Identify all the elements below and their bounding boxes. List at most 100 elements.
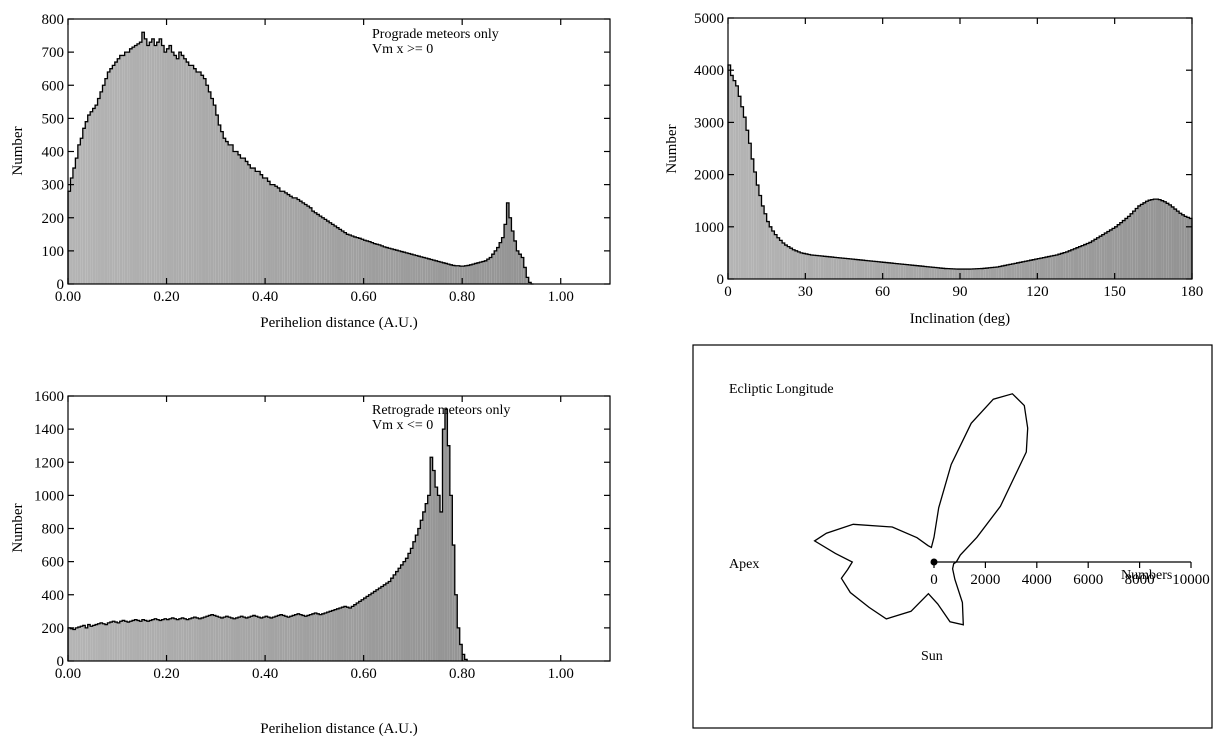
inclination-bar — [862, 260, 865, 279]
retrograde-bar — [193, 617, 197, 661]
prograde-bar — [351, 235, 354, 284]
prograde-bar — [513, 240, 517, 284]
retrograde-bar — [146, 621, 150, 661]
retrograde-bar — [114, 622, 118, 661]
inclination-x-tick-label: 120 — [1026, 284, 1049, 300]
retrograde-bar — [422, 511, 426, 661]
inclination-bar — [769, 226, 772, 279]
prograde-bar — [198, 72, 202, 284]
retrograde-bar — [361, 599, 364, 661]
prograde-bar — [368, 241, 372, 284]
prograde-bar — [425, 258, 428, 284]
prograde-bar — [321, 217, 325, 284]
inclination-bar — [795, 250, 798, 279]
retrograde-bar — [188, 618, 192, 661]
prograde-bar — [127, 52, 130, 285]
inclination-bar — [1106, 231, 1110, 279]
prograde-bar — [378, 244, 381, 284]
prograde-bar — [109, 68, 113, 284]
inclination-bar — [887, 262, 891, 279]
retrograde-bar — [356, 603, 359, 661]
prograde-bar — [164, 52, 167, 285]
retrograde-bars — [68, 409, 468, 662]
inclination-bar — [962, 269, 966, 279]
inclination-axes: 0 30 60 90 120 150 180 0 1000 2000 3000 4000 5000 — [694, 11, 1203, 300]
retrograde-bar — [321, 613, 325, 661]
prograde-bar — [70, 178, 73, 284]
retrograde-y-label: Number — [10, 503, 26, 552]
retrograde-bar — [171, 617, 174, 661]
inclination-bar — [970, 268, 973, 279]
prograde-bar — [336, 227, 339, 284]
inclination-bar — [815, 255, 819, 279]
prograde-bar — [144, 38, 147, 285]
inclination-y-tick-label: 1000 — [694, 220, 724, 236]
prograde-bar — [479, 262, 482, 284]
prograde-bar — [196, 72, 199, 284]
retrograde-bar — [306, 615, 310, 661]
prograde-bar — [294, 197, 298, 285]
retrograde-bar — [368, 594, 372, 661]
retrograde-bar — [112, 621, 115, 661]
retrograde-bar — [136, 620, 140, 661]
prograde-bars — [68, 32, 532, 285]
retrograde-bar — [287, 617, 290, 661]
inclination-bar — [947, 268, 950, 279]
retrograde-bar — [316, 613, 320, 661]
prograde-bar — [265, 178, 268, 284]
inclination-bar — [787, 246, 790, 279]
inclination-bar — [733, 80, 736, 279]
panel-ecliptic: Ecliptic Longitude Apex Sun Numbers 0 200… — [692, 344, 1213, 729]
prograde-bar — [146, 45, 150, 284]
retrograde-bar — [68, 627, 71, 662]
prograde-bar — [383, 246, 386, 284]
prograde-bar — [230, 144, 234, 285]
retrograde-bar — [447, 445, 450, 661]
inclination-bar — [1094, 239, 1097, 279]
retrograde-bar — [363, 598, 367, 661]
prograde-bar — [499, 242, 502, 284]
inclination-bar — [1088, 242, 1092, 279]
prograde-bar — [474, 263, 477, 284]
ecliptic-axis-tick-label: 2000 — [970, 572, 1000, 588]
prograde-bar — [292, 197, 295, 285]
inclination-bar — [954, 268, 958, 279]
inclination-bar — [1032, 259, 1035, 279]
inclination-bar — [825, 256, 829, 279]
prograde-bar — [141, 32, 145, 284]
retrograde-bar — [208, 615, 211, 661]
inclination-bar — [748, 143, 752, 279]
prograde-bar — [171, 52, 174, 285]
prograde-bar — [169, 45, 172, 284]
prograde-bar — [339, 229, 342, 284]
prograde-bar — [491, 254, 495, 284]
retrograde-bar — [427, 495, 431, 662]
inclination-bar — [764, 213, 767, 279]
prograde-bar — [518, 254, 522, 284]
inclination-bar — [1091, 240, 1095, 279]
prograde-x-tick-label: 0.40 — [252, 289, 278, 305]
prograde-bar — [252, 168, 256, 284]
retrograde-bar — [388, 581, 391, 661]
prograde-bar — [319, 216, 322, 284]
inclination-bar — [1063, 252, 1066, 279]
prograde-bar — [272, 184, 275, 285]
prograde-bar — [326, 221, 330, 284]
retrograde-axes: 0.00 0.20 0.40 0.60 0.80 1.00 0 200 400 600 800 100… — [34, 389, 610, 682]
inclination-bar — [771, 230, 775, 279]
inclination-bar — [1148, 200, 1151, 279]
prograde-bar — [154, 45, 157, 284]
prograde-bar — [104, 78, 108, 285]
prograde-bar — [156, 42, 160, 284]
inclination-bar — [1114, 226, 1118, 279]
prograde-bar — [398, 250, 401, 285]
prograde-bar — [87, 115, 91, 284]
retrograde-y-tick-label: 1600 — [34, 389, 64, 405]
inclination-bar — [1011, 263, 1015, 279]
prograde-bar — [304, 204, 307, 284]
retrograde-bar — [284, 616, 288, 661]
retrograde-y-tick-label: 800 — [42, 522, 65, 538]
retrograde-bar — [129, 621, 133, 661]
retrograde-bar — [215, 616, 219, 661]
prograde-bar — [516, 250, 519, 285]
